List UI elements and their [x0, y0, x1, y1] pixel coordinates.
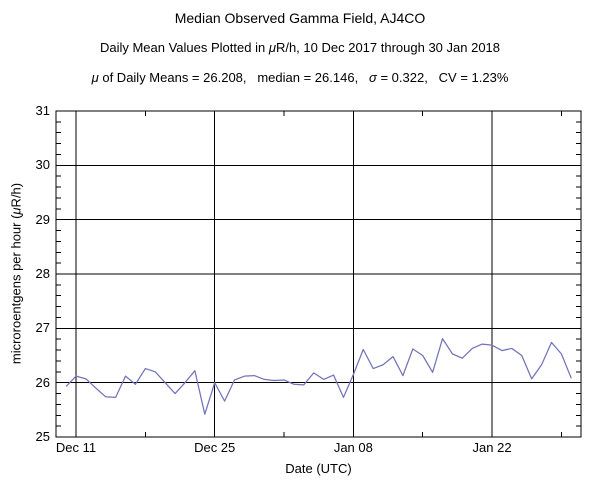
plot-frame	[55, 110, 582, 438]
text-run: μ	[91, 70, 99, 85]
x-axis-label: Date (UTC)	[285, 461, 352, 476]
text-run: μ	[268, 40, 276, 55]
x-tick-label: Dec 11	[55, 440, 97, 455]
y-tick-label: 31	[35, 103, 50, 118]
x-tick-label: Jan 08	[333, 440, 373, 455]
text-run: R/h)	[8, 182, 24, 208]
text-run: σ	[369, 70, 377, 85]
chart-subtitle: Daily Mean Values Plotted in μR/h, 10 De…	[0, 40, 600, 55]
y-tick-label: 30	[35, 157, 50, 173]
y-tick-label: 29	[35, 211, 50, 227]
chart-title: Median Observed Gamma Field, AJ4CO	[174, 10, 426, 26]
x-tick-label: Jan 22	[472, 440, 512, 455]
text-run: of Daily Means = 26.208, median = 26.146…	[98, 70, 370, 85]
chart-stats: μ of Daily Means = 26.208, median = 26.1…	[0, 70, 600, 85]
text-run: = 0.322, CV = 1.23%	[376, 70, 509, 85]
text-run: Daily Mean Values Plotted in	[99, 40, 269, 55]
text-run: microroentgens per hour (	[8, 214, 24, 365]
data-line	[65, 338, 572, 415]
y-tick-label: 25	[35, 429, 50, 444]
text-run: R/h, 10 Dec 2017 through 30 Jan 2018	[275, 40, 501, 55]
y-tick-label: 28	[35, 266, 50, 281]
y-tick-label: 27	[35, 320, 50, 336]
x-tick-label: Dec 25	[194, 440, 236, 455]
y-tick-label: 26	[35, 374, 50, 390]
